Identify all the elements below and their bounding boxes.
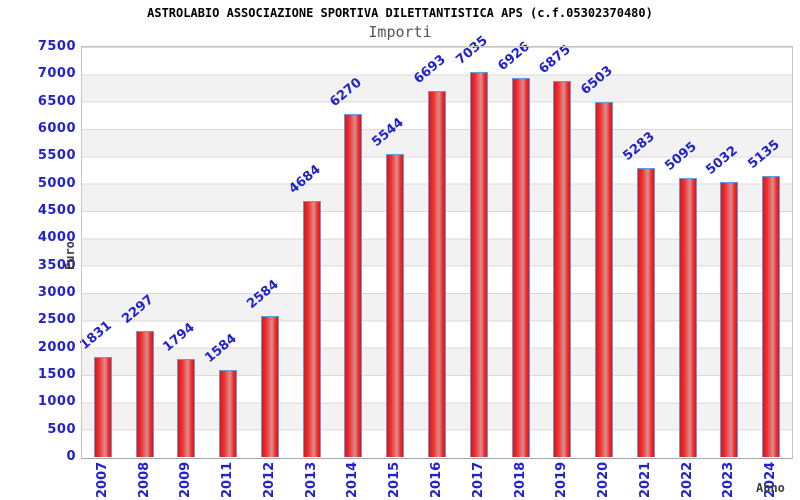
y-axis-tick-label: 1500	[37, 367, 76, 382]
x-axis-tick-label: 2015	[387, 461, 403, 498]
y-axis-tick-label: 7500	[37, 39, 76, 54]
x-axis-tick-label: 2022	[679, 461, 695, 498]
y-axis-tick-label: 2000	[37, 339, 76, 355]
x-axis-tick-label: 2008	[136, 461, 152, 498]
x-axis-tick-label: 2012	[261, 461, 277, 498]
bar	[93, 356, 112, 457]
y-axis-tick-label: 2500	[37, 312, 76, 328]
y-axis-tick-label: 4000	[37, 230, 76, 246]
x-axis-tick-label: 2023	[721, 461, 737, 498]
y-axis-tick-label: 1000	[37, 394, 76, 410]
bar	[386, 153, 405, 457]
y-axis-tick-label: 500	[47, 421, 76, 437]
bar	[720, 181, 739, 457]
y-axis-title: Euro	[63, 241, 77, 270]
y-axis-tick-label: 6500	[37, 93, 76, 109]
chart-title: ASTROLABIO ASSOCIAZIONE SPORTIVA DILETTA…	[147, 6, 653, 20]
x-axis-tick-label: 2011	[220, 461, 236, 498]
chart-subtitle: Importi	[368, 23, 432, 41]
bar	[595, 101, 614, 457]
x-axis-tick-label: 2007	[94, 461, 110, 498]
y-axis-tick-label: 5000	[37, 175, 76, 191]
x-axis-tick-label: 2013	[303, 461, 319, 498]
bar	[428, 91, 446, 457]
bar	[177, 358, 196, 457]
x-axis-tick-label: 2017	[470, 461, 486, 498]
bar	[762, 176, 781, 457]
y-axis-tick-label: 6000	[37, 121, 76, 136]
x-axis-tick-label: 2016	[429, 461, 444, 498]
y-axis-tick-label: 7000	[37, 66, 76, 82]
bar	[135, 331, 154, 457]
y-axis-tick-label: 3500	[37, 257, 76, 273]
x-axis-title: Anno	[756, 481, 785, 495]
bar	[344, 114, 363, 457]
y-axis-tick-label: 5500	[37, 148, 76, 164]
bar	[553, 81, 572, 457]
bar	[469, 72, 488, 457]
bar	[678, 178, 697, 457]
bar	[219, 370, 238, 457]
x-axis-tick-label: 2014	[345, 461, 361, 498]
bar	[511, 78, 530, 457]
y-axis-tick-label: 3000	[37, 285, 76, 300]
x-axis-tick-label: 2018	[512, 461, 528, 498]
x-axis-tick-label: 2009	[178, 461, 194, 498]
bar	[636, 168, 655, 457]
bar	[260, 315, 279, 457]
x-axis-tick-label: 2021	[637, 461, 653, 498]
y-axis-tick-label: 0	[66, 449, 76, 464]
bar	[302, 200, 321, 457]
y-axis-tick-label: 4500	[37, 203, 76, 218]
x-axis-tick-label: 2020	[596, 461, 612, 498]
x-axis-tick-label: 2019	[554, 461, 570, 498]
